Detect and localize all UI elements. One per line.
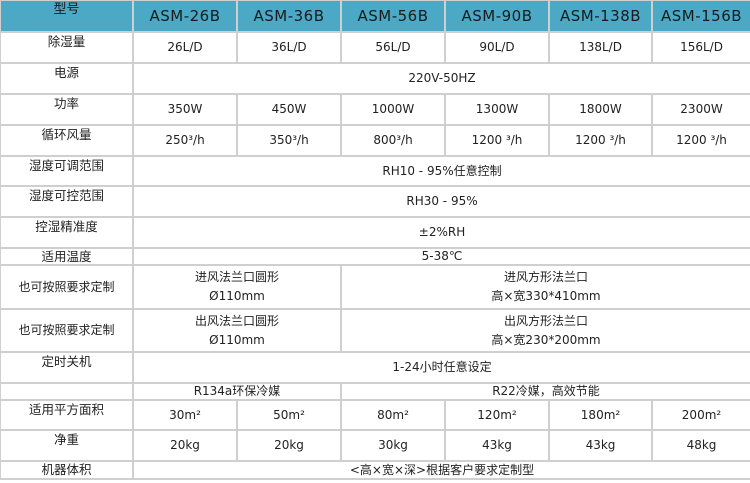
cell: 1800W bbox=[548, 93, 653, 126]
cell: 30kg bbox=[340, 429, 446, 462]
cell: 350³/h bbox=[236, 124, 342, 157]
cell: 1200 ³/h bbox=[444, 124, 550, 157]
temperature-row: 适用温度 5-38℃ bbox=[0, 247, 750, 266]
cell: 80m² bbox=[340, 399, 446, 431]
power-row: 功率 350W 450W 1000W 1300W 1800W 2300W bbox=[0, 93, 750, 126]
cell: 220V-50HZ bbox=[132, 62, 750, 95]
cell: 50m² bbox=[236, 399, 342, 431]
cell: 450W bbox=[236, 93, 342, 126]
model-header: ASM-56B bbox=[340, 0, 446, 33]
cell: 进风法兰口圆形 Ø110mm bbox=[132, 264, 342, 310]
area-row: 适用平方面积 30m² 50m² 80m² 120m² 180m² 200m² bbox=[0, 399, 750, 431]
row-label: 也可按照要求定制 bbox=[0, 308, 134, 353]
model-header: ASM-138B bbox=[548, 0, 653, 33]
cell: 1-24小时任意设定 bbox=[132, 351, 750, 384]
row-label bbox=[0, 382, 134, 401]
model-header: ASM-26B bbox=[132, 0, 238, 33]
cell: 26L/D bbox=[132, 31, 238, 64]
cell: 出风方形法兰口 高×宽230*200mm bbox=[340, 308, 750, 353]
model-header: ASM-90B bbox=[444, 0, 550, 33]
cell: 36L/D bbox=[236, 31, 342, 64]
row-label: 定时关机 bbox=[0, 351, 134, 384]
row-label: 循环风量 bbox=[0, 124, 134, 157]
outlet-row: 也可按照要求定制 出风法兰口圆形 Ø110mm 出风方形法兰口 高×宽230*200… bbox=[0, 308, 750, 353]
cell: R22冷媒，高效节能 bbox=[340, 382, 750, 401]
cell: 250³/h bbox=[132, 124, 238, 157]
cell: RH10 - 95%任意控制 bbox=[132, 155, 750, 187]
cell-line: 进风法兰口圆形 bbox=[194, 270, 279, 284]
cell: 20kg bbox=[132, 429, 238, 462]
row-label: 适用温度 bbox=[0, 247, 134, 266]
cell: 进风方形法兰口 高×宽330*410mm bbox=[340, 264, 750, 310]
cell: 48kg bbox=[651, 429, 750, 462]
cell: RH30 - 95% bbox=[132, 185, 750, 218]
cell: R134a环保冷媒 bbox=[132, 382, 342, 401]
capacity-row: 除湿量 26L/D 36L/D 56L/D 90L/D 138L/D 156L/… bbox=[0, 31, 750, 64]
cell: 156L/D bbox=[651, 31, 750, 64]
row-label: 除湿量 bbox=[0, 31, 134, 64]
row-label: 也可按照要求定制 bbox=[0, 264, 134, 310]
cell-line: 出风方形法兰口 bbox=[503, 313, 588, 328]
cell-line: 高×宽330*410mm bbox=[491, 289, 601, 303]
cell: ±2%RH bbox=[132, 216, 750, 249]
weight-row: 净重 20kg 20kg 30kg 43kg 43kg 48kg bbox=[0, 429, 750, 462]
airflow-row: 循环风量 250³/h 350³/h 800³/h 1200 ³/h 1200 … bbox=[0, 124, 750, 157]
row-label: 机器体积 bbox=[0, 460, 134, 480]
cell: 出风法兰口圆形 Ø110mm bbox=[132, 308, 342, 353]
cell: 43kg bbox=[548, 429, 653, 462]
refrigerant-row: R134a环保冷媒 R22冷媒，高效节能 bbox=[0, 382, 750, 401]
cell: 2300W bbox=[651, 93, 750, 126]
row-label: 净重 bbox=[0, 429, 134, 462]
adjust-range-row: 湿度可调范围 RH10 - 95%任意控制 bbox=[0, 155, 750, 187]
cell: <高×宽×深>根据客户要求定制型 bbox=[132, 460, 750, 480]
cell: 180m² bbox=[548, 399, 653, 431]
row-label: 功率 bbox=[0, 93, 134, 126]
row-label: 适用平方面积 bbox=[0, 399, 134, 431]
cell: 90L/D bbox=[444, 31, 550, 64]
cell: 1000W bbox=[340, 93, 446, 126]
size-row: 机器体积 <高×宽×深>根据客户要求定制型 bbox=[0, 460, 750, 480]
cell: 120m² bbox=[444, 399, 550, 431]
cell: 56L/D bbox=[340, 31, 446, 64]
cell: 1200 ³/h bbox=[548, 124, 653, 157]
model-header: ASM-36B bbox=[236, 0, 342, 33]
control-range-row: 湿度可控范围 RH30 - 95% bbox=[0, 185, 750, 218]
cell: 350W bbox=[132, 93, 238, 126]
cell-line: 进风方形法兰口 bbox=[503, 270, 588, 284]
cell: 800³/h bbox=[340, 124, 446, 157]
header-row: 型号 ASM-26B ASM-36B ASM-56B ASM-90B ASM-1… bbox=[0, 0, 750, 33]
header-label: 型号 bbox=[0, 0, 134, 33]
cell: 200m² bbox=[651, 399, 750, 431]
row-label: 控湿精准度 bbox=[0, 216, 134, 249]
cell: 1200 ³/h bbox=[651, 124, 750, 157]
row-label: 湿度可调范围 bbox=[0, 155, 134, 187]
cell: 43kg bbox=[444, 429, 550, 462]
cell-line: 高×宽230*200mm bbox=[491, 332, 601, 347]
accuracy-row: 控湿精准度 ±2%RH bbox=[0, 216, 750, 249]
cell: 138L/D bbox=[548, 31, 653, 64]
model-header: ASM-156B bbox=[651, 0, 750, 33]
cell-line: 出风法兰口圆形 bbox=[194, 313, 279, 328]
cell: 1300W bbox=[444, 93, 550, 126]
row-label: 湿度可控范围 bbox=[0, 185, 134, 218]
row-label: 电源 bbox=[0, 62, 134, 95]
cell: 5-38℃ bbox=[132, 247, 750, 266]
cell-line: Ø110mm bbox=[209, 289, 265, 303]
cell-line: Ø110mm bbox=[209, 332, 265, 347]
cell: 20kg bbox=[236, 429, 342, 462]
power-supply-row: 电源 220V-50HZ bbox=[0, 62, 750, 95]
inlet-row: 也可按照要求定制 进风法兰口圆形 Ø110mm 进风方形法兰口 高×宽330*410… bbox=[0, 264, 750, 310]
timer-row: 定时关机 1-24小时任意设定 bbox=[0, 351, 750, 384]
cell: 30m² bbox=[132, 399, 238, 431]
